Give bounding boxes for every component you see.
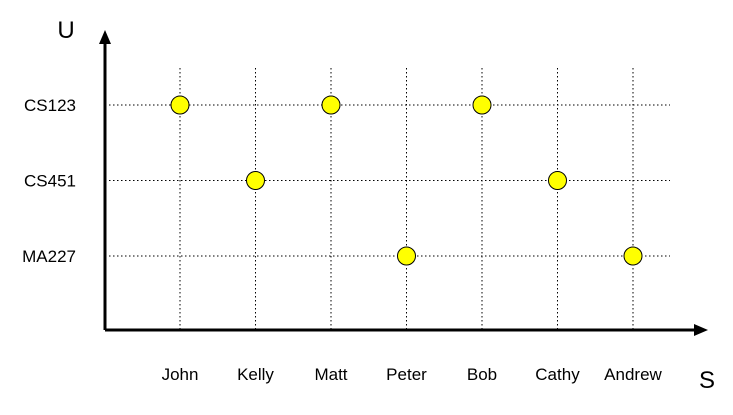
x-tick-label: Kelly (237, 365, 274, 384)
x-tick-label: Matt (314, 365, 347, 384)
x-tick-label: Bob (467, 365, 497, 384)
data-point-bob-cs123 (472, 95, 492, 115)
x-tick-label: Peter (386, 365, 427, 384)
data-point-peter-ma227 (397, 246, 416, 266)
y-tick-label: CS123 (24, 96, 76, 115)
y-axis-arrow (99, 30, 111, 44)
x-axis-title: S (699, 367, 715, 394)
data-point-john-cs123 (170, 95, 190, 115)
x-axis-arrow (694, 324, 708, 336)
data-point-kelly-cs451 (246, 171, 265, 190)
x-tick-label: Andrew (604, 365, 662, 384)
y-tick-label: CS451 (24, 172, 76, 191)
y-tick-label: MA227 (22, 247, 76, 266)
y-axis-title: U (57, 17, 74, 44)
axes (99, 30, 708, 336)
data-point-andrew-ma227 (623, 246, 643, 266)
x-tick-label: Cathy (535, 365, 580, 384)
grid-lines (105, 68, 670, 330)
x-tick-label: John (162, 365, 199, 384)
data-point-matt-cs123 (321, 95, 341, 115)
data-point-cathy-cs451 (548, 171, 567, 190)
tick-labels: John Kelly Matt Peter Bob Cathy Andrew MA227 CS4… (22, 96, 662, 384)
data-points (170, 95, 643, 266)
